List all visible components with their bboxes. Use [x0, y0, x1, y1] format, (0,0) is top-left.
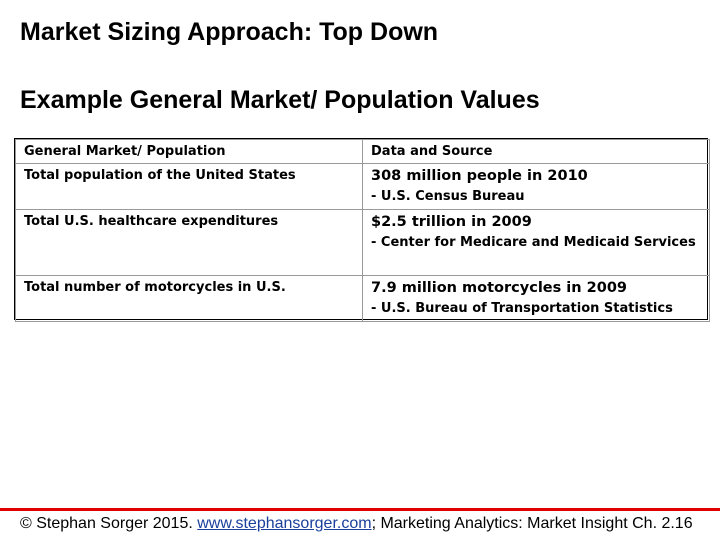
- footer: © Stephan Sorger 2015. www.stephansorger…: [20, 513, 693, 535]
- header-general-market: General Market/ Population: [15, 139, 363, 164]
- slide-subtitle: Example General Market/ Population Value…: [20, 86, 540, 114]
- data-source: - U.S. Census Bureau: [371, 189, 525, 204]
- metric-cell: Total number of motorcycles in U.S.: [15, 275, 363, 322]
- table-row: Total population of the United States 30…: [15, 163, 710, 210]
- data-table: General Market/ Population Data and Sour…: [15, 139, 710, 322]
- metric-cell: Total U.S. healthcare expenditures: [15, 209, 363, 276]
- data-value: $2.5 trillion in 2009: [371, 214, 532, 230]
- slide-title: Market Sizing Approach: Top Down: [20, 18, 439, 46]
- data-value: 7.9 million motorcycles in 2009: [371, 280, 627, 296]
- footer-copyright: © Stephan Sorger 2015.: [20, 515, 198, 532]
- data-source: - U.S. Bureau of Transportation Statisti…: [371, 301, 673, 316]
- header-data-and-source: Data and Source: [362, 139, 710, 164]
- data-source-cell: 7.9 million motorcycles in 2009 - U.S. B…: [362, 275, 710, 322]
- table-header-row: General Market/ Population Data and Sour…: [15, 139, 710, 164]
- footer-website-link[interactable]: www.stephansorger.com: [197, 515, 372, 532]
- data-value: 308 million people in 2010: [371, 168, 588, 184]
- metric-cell: Total population of the United States: [15, 163, 363, 210]
- market-values-table: General Market/ Population Data and Sour…: [14, 138, 710, 322]
- footer-divider: [0, 508, 720, 511]
- data-source-cell: $2.5 trillion in 2009 - Center for Medic…: [362, 209, 710, 276]
- table-row: Total number of motorcycles in U.S. 7.9 …: [15, 275, 710, 322]
- data-source: - Center for Medicare and Medicaid Servi…: [371, 235, 696, 250]
- data-source-cell: 308 million people in 2010 - U.S. Census…: [362, 163, 710, 210]
- footer-citation: ; Marketing Analytics: Market Insight Ch…: [371, 515, 693, 532]
- table-row: Total U.S. healthcare expenditures $2.5 …: [15, 209, 710, 276]
